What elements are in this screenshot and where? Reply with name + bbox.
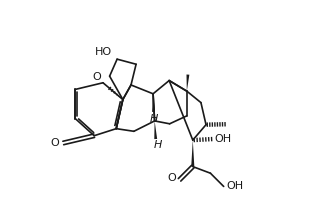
Text: HO: HO — [95, 47, 112, 57]
Text: O: O — [51, 138, 59, 148]
Text: H: H — [154, 140, 162, 150]
Polygon shape — [191, 140, 194, 166]
Text: O: O — [93, 72, 101, 82]
Text: O: O — [168, 173, 176, 183]
Text: OH: OH — [215, 134, 231, 144]
Polygon shape — [186, 75, 189, 91]
Text: H: H — [150, 114, 158, 124]
Polygon shape — [154, 121, 157, 139]
Polygon shape — [152, 94, 155, 112]
Text: OH: OH — [226, 181, 244, 191]
